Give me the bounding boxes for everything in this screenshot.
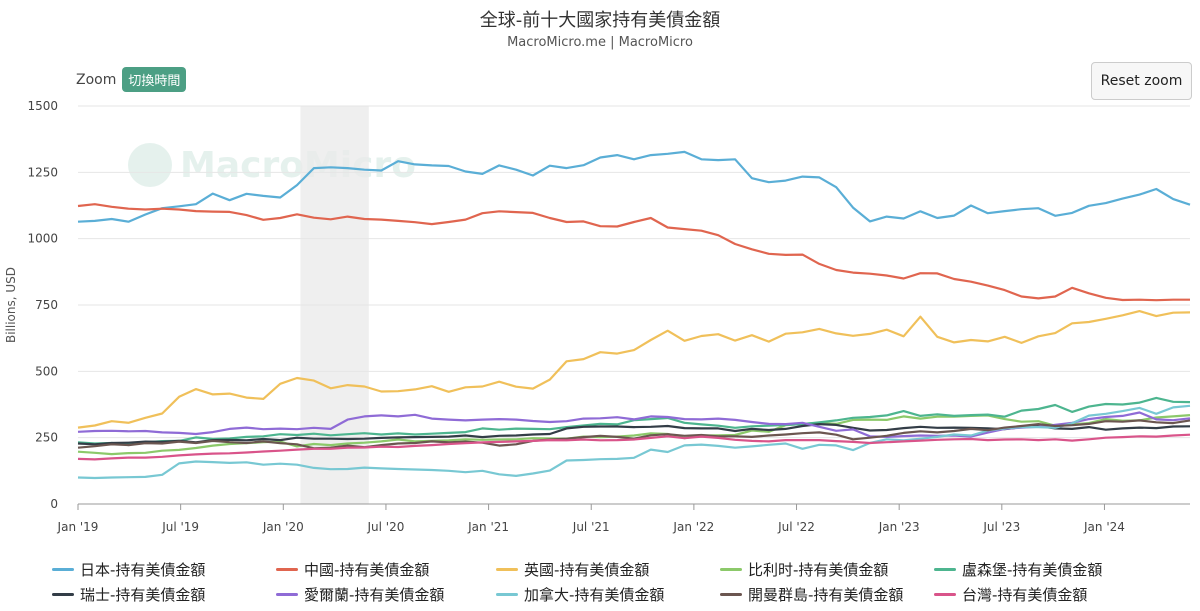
legend-label: 盧森堡-持有美債金額 <box>962 561 1103 579</box>
legend-item[interactable]: 比利时-持有美債金額 <box>720 559 888 580</box>
series-layer <box>77 150 1191 480</box>
watermark-logo: MacroMicro <box>128 143 416 187</box>
legend-swatch <box>934 568 956 571</box>
legend-item[interactable]: 開曼群島-持有美債金額 <box>720 584 903 605</box>
zoom-bar: Zoom 切換時間 <box>76 67 187 92</box>
legend-label: 比利时-持有美債金額 <box>748 561 889 579</box>
zoom-label: Zoom <box>76 71 117 88</box>
y-axis-label: Billions, USD <box>4 267 18 343</box>
x-tick-label: Jul '19 <box>161 520 199 534</box>
x-tick-label: Jan '23 <box>878 520 920 534</box>
x-tick-label: Jul '20 <box>367 520 405 534</box>
series-line-2[interactable] <box>77 310 1191 429</box>
chart-subtitle: MacroMicro.me | MacroMicro <box>507 35 693 50</box>
legend-label: 瑞士-持有美債金額 <box>80 586 206 604</box>
legend-swatch <box>52 593 74 596</box>
y-tick-label: 1500 <box>27 99 58 113</box>
y-tick-label: 1000 <box>27 232 58 246</box>
legend-label: 英國-持有美債金額 <box>524 561 650 579</box>
axis-layer: 0 250 500 750 1000 1250 1500 Jan '19 Jul '19 Jan … <box>27 99 1190 534</box>
legend-label: 愛爾蘭-持有美債金額 <box>304 586 445 604</box>
series-line-9[interactable] <box>77 433 1191 461</box>
x-tick-label: Jul '23 <box>982 520 1020 534</box>
legend-swatch <box>276 593 298 596</box>
x-tick-label: Jan '20 <box>262 520 304 534</box>
legend-swatch <box>496 568 518 571</box>
legend-label: 台灣-持有美債金額 <box>962 586 1088 604</box>
legend-swatch <box>276 568 298 571</box>
legend-item[interactable]: 台灣-持有美債金額 <box>934 584 1087 605</box>
x-tick-label: Jul '21 <box>572 520 610 534</box>
legend-label: 日本-持有美債金額 <box>80 561 206 579</box>
y-tick-label: 1250 <box>27 165 58 179</box>
legend-item[interactable]: 愛爾蘭-持有美債金額 <box>276 584 444 605</box>
y-tick-label: 500 <box>35 364 58 378</box>
y-tick-label: 750 <box>35 298 58 312</box>
legend-swatch <box>720 593 742 596</box>
legend-item[interactable]: 日本-持有美債金額 <box>52 559 205 580</box>
x-tick-label: Jan '24 <box>1083 520 1125 534</box>
y-tick-label: 0 <box>50 497 58 511</box>
reset-zoom-button[interactable]: Reset zoom <box>1091 62 1192 100</box>
legend-swatch <box>720 568 742 571</box>
legend-label: 中國-持有美債金額 <box>304 561 430 579</box>
macromicro-logo-icon <box>128 143 172 187</box>
legend-label: 加拿大-持有美債金額 <box>524 586 665 604</box>
legend-item[interactable]: 英國-持有美債金額 <box>496 559 649 580</box>
x-tick-label: Jan '21 <box>467 520 509 534</box>
x-tick-label: Jul '22 <box>777 520 815 534</box>
legend-swatch <box>496 593 518 596</box>
legend-swatch <box>934 593 956 596</box>
legend-item[interactable]: 中國-持有美債金額 <box>276 559 429 580</box>
series-line-6[interactable] <box>77 411 1191 438</box>
legend-item[interactable]: 瑞士-持有美債金額 <box>52 584 205 605</box>
watermark-text: MacroMicro <box>180 144 416 186</box>
chart-title: 全球-前十大國家持有美債金額 <box>479 10 721 31</box>
y-tick-label: 250 <box>35 431 58 445</box>
legend-item[interactable]: 加拿大-持有美債金額 <box>496 584 664 605</box>
x-tick-label: Jan '22 <box>672 520 714 534</box>
x-tick-label: Jan '19 <box>57 520 99 534</box>
legend-item[interactable]: 盧森堡-持有美債金額 <box>934 559 1102 580</box>
legend-swatch <box>52 568 74 571</box>
series-line-0[interactable] <box>77 150 1191 223</box>
series-line-1[interactable] <box>77 203 1190 302</box>
legend-label: 開曼群島-持有美債金額 <box>748 586 904 604</box>
toggle-time-button[interactable]: 切換時間 <box>122 67 187 92</box>
